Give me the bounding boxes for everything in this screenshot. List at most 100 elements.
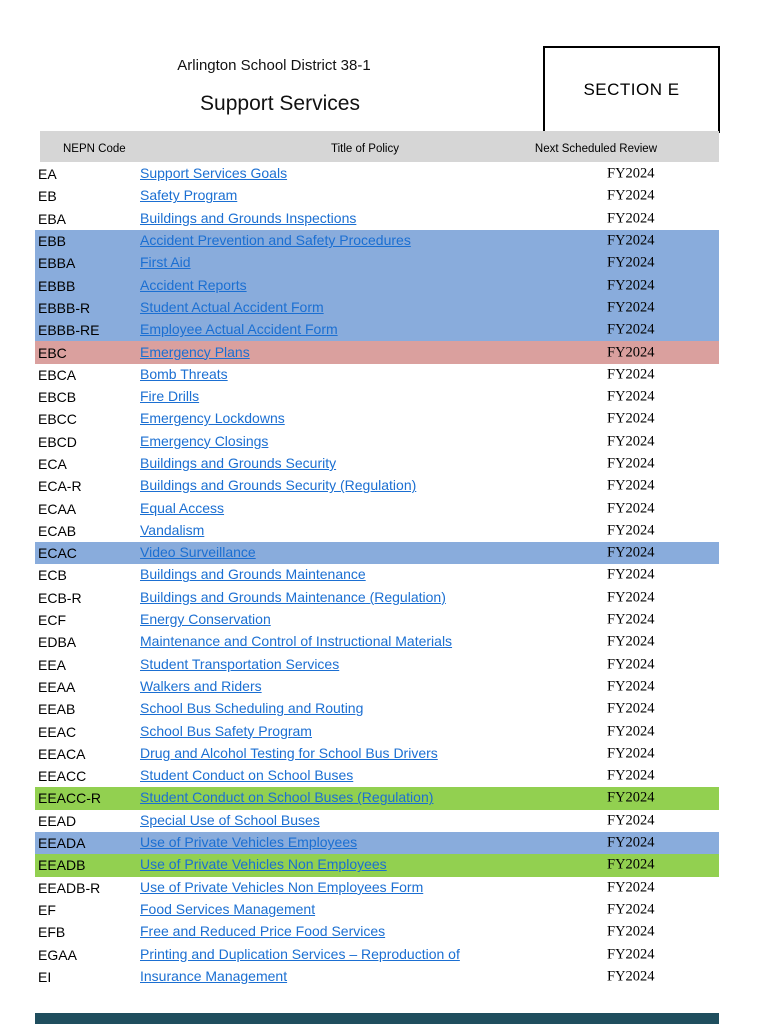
- policy-link[interactable]: First Aid: [140, 254, 191, 271]
- policy-code: EBCA: [38, 366, 77, 383]
- policy-code: EB: [38, 188, 57, 205]
- review-year: FY2024: [607, 946, 655, 963]
- policy-code: EEAD: [38, 812, 77, 829]
- policy-code: EEADB-R: [38, 879, 101, 896]
- review-year: FY2024: [607, 210, 655, 227]
- policy-title-cell: Student Transportation Services: [140, 656, 339, 674]
- policy-title-cell: Accident Prevention and Safety Procedure…: [140, 232, 411, 250]
- policy-link[interactable]: Accident Reports: [140, 276, 247, 293]
- table-row: EBCB Fire Drills FY2024: [0, 386, 770, 408]
- policy-link[interactable]: School Bus Scheduling and Routing: [140, 700, 364, 717]
- table-row: ECAC Video Surveillance FY2024: [0, 542, 770, 565]
- policy-link[interactable]: Energy Conservation: [140, 611, 271, 628]
- policy-code: EBBB: [38, 277, 76, 294]
- policy-title-cell: Student Conduct on School Buses: [140, 767, 353, 785]
- policy-link[interactable]: Student Actual Accident Form: [140, 298, 324, 315]
- policy-code: EBCC: [38, 411, 77, 428]
- policy-link[interactable]: Use of Private Vehicles Employees: [140, 834, 358, 851]
- table-row: EBBA First Aid FY2024: [0, 252, 770, 275]
- policy-link[interactable]: Vandalism: [140, 521, 205, 538]
- policy-title-cell: School Bus Scheduling and Routing: [140, 700, 363, 718]
- table-row: EGAA Printing and Duplication Services –…: [0, 943, 770, 965]
- table-row: EEADB Use of Private Vehicles Non Employ…: [0, 854, 770, 877]
- policy-title-cell: Drug and Alcohol Testing for School Bus …: [140, 745, 438, 763]
- table-row: ECA-R Buildings and Grounds Security (Re…: [0, 475, 770, 497]
- policy-link[interactable]: Student Conduct on School Buses: [140, 767, 354, 784]
- review-year: FY2024: [607, 344, 655, 361]
- policy-link[interactable]: Use of Private Vehicles Non Employees Fo…: [140, 878, 424, 895]
- policy-link[interactable]: Drug and Alcohol Testing for School Bus …: [140, 744, 438, 761]
- policy-link[interactable]: Employee Actual Accident Form: [140, 321, 338, 338]
- policy-link[interactable]: Accident Prevention and Safety Procedure…: [140, 232, 411, 249]
- review-year: FY2024: [607, 433, 655, 450]
- policy-link[interactable]: Emergency Lockdowns: [140, 410, 285, 427]
- policy-title-cell: Buildings and Grounds Security (Regulati…: [140, 477, 416, 495]
- table-row: EEADB-R Use of Private Vehicles Non Empl…: [0, 877, 770, 899]
- table-row: ECF Energy Conservation FY2024: [0, 609, 770, 631]
- review-year: FY2024: [607, 165, 655, 182]
- policy-code: EEADB: [38, 857, 86, 874]
- policy-code: EEACA: [38, 745, 86, 762]
- review-year: FY2024: [607, 544, 655, 561]
- review-year: FY2024: [607, 879, 655, 896]
- table-row: EEAA Walkers and Riders FY2024: [0, 676, 770, 698]
- review-year: FY2024: [607, 856, 655, 873]
- policy-link[interactable]: Free and Reduced Price Food Services: [140, 923, 386, 940]
- table-row: ECB-R Buildings and Grounds Maintenance …: [0, 587, 770, 609]
- table-row: ECA Buildings and Grounds Security FY202…: [0, 453, 770, 475]
- district-name: Arlington School District 38-1: [177, 57, 371, 74]
- policy-link[interactable]: Printing and Duplication Services – Repr…: [140, 945, 460, 962]
- policy-link[interactable]: Buildings and Grounds Inspections: [140, 209, 357, 226]
- review-year: FY2024: [607, 901, 655, 918]
- policy-code: EBBB-R: [38, 299, 91, 316]
- policy-code: EEADA: [38, 835, 86, 852]
- policy-link[interactable]: Student Transportation Services: [140, 655, 340, 672]
- policy-link[interactable]: Buildings and Grounds Maintenance: [140, 566, 366, 583]
- table-row: EBBB-RE Employee Actual Accident Form FY…: [0, 319, 770, 342]
- policy-link[interactable]: Emergency Plans: [140, 343, 250, 360]
- policy-link[interactable]: Use of Private Vehicles Non Employees: [140, 856, 387, 873]
- policy-link[interactable]: Buildings and Grounds Security: [140, 455, 337, 471]
- policy-link[interactable]: Video Surveillance: [140, 544, 256, 561]
- policy-link[interactable]: Special Use of School Buses: [140, 811, 320, 828]
- policy-link[interactable]: Fire Drills: [140, 388, 200, 405]
- review-year: FY2024: [607, 388, 655, 405]
- policy-code: EF: [38, 901, 56, 918]
- policy-code: EEA: [38, 656, 67, 673]
- policy-link[interactable]: Buildings and Grounds Security (Regulati…: [140, 477, 417, 494]
- policy-link[interactable]: Equal Access: [140, 499, 225, 516]
- policy-title-cell: Use of Private Vehicles Non Employees: [140, 856, 387, 874]
- policy-link[interactable]: Safety Program: [140, 187, 238, 204]
- table-row: EEA Student Transportation Services FY20…: [0, 654, 770, 676]
- table-row: EBC Emergency Plans FY2024: [0, 341, 770, 364]
- policy-link[interactable]: Food Services Management: [140, 900, 316, 917]
- policy-title-cell: Free and Reduced Price Food Services: [140, 923, 385, 941]
- review-year: FY2024: [607, 589, 655, 606]
- policy-code: EEAC: [38, 723, 77, 740]
- policy-code: ECAC: [38, 545, 77, 562]
- table-row: EEACC-R Student Conduct on School Buses …: [0, 787, 770, 810]
- policy-link[interactable]: Support Services Goals: [140, 165, 288, 182]
- policy-link[interactable]: Emergency Closings: [140, 432, 269, 449]
- policy-code: EA: [38, 166, 57, 183]
- policy-title-cell: Emergency Lockdowns: [140, 410, 285, 428]
- column-header-policy-title: Title of Policy: [331, 143, 399, 155]
- policy-code: EBBB-RE: [38, 322, 100, 339]
- policy-code: EDBA: [38, 634, 77, 651]
- policy-link[interactable]: Walkers and Riders: [140, 677, 262, 694]
- policy-link[interactable]: Maintenance and Control of Instructional…: [140, 633, 453, 650]
- policy-link[interactable]: Student Conduct on School Buses (Regulat…: [140, 789, 434, 806]
- table-row: EBBB-R Student Actual Accident Form FY20…: [0, 296, 770, 320]
- review-year: FY2024: [607, 633, 655, 650]
- review-year: FY2024: [607, 767, 655, 784]
- table-row: EBCD Emergency Closings FY2024: [0, 431, 770, 453]
- policy-code: ECAA: [38, 500, 77, 517]
- column-header-next-review: Next Scheduled Review: [534, 143, 657, 155]
- policy-link[interactable]: School Bus Safety Program: [140, 722, 312, 739]
- policy-link[interactable]: Buildings and Grounds Maintenance (Regul…: [140, 588, 446, 605]
- policy-link[interactable]: Bomb Threats: [140, 365, 228, 382]
- policy-table: EA Support Services Goals FY2024 EB Safe…: [0, 163, 770, 988]
- review-year: FY2024: [607, 656, 655, 673]
- table-row: EEAC School Bus Safety Program FY2024: [0, 720, 770, 742]
- policy-link[interactable]: Insurance Management: [140, 967, 288, 984]
